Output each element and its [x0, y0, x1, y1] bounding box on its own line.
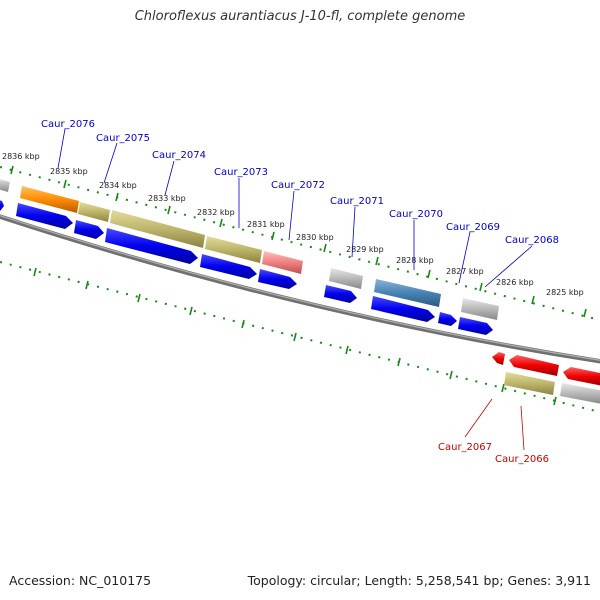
kbp-label: 2834 kbp	[99, 181, 137, 190]
gene-arrow-reverse[interactable]	[509, 355, 559, 376]
kbp-label: 2833 kbp	[148, 194, 186, 203]
inner-scale-track	[0, 261, 600, 413]
kbp-label: 2827 kbp	[446, 267, 484, 276]
map-title: Chloroflexus aurantiacus J-10-fl, comple…	[134, 9, 466, 24]
forward-gene-arrows	[0, 199, 493, 335]
gene-arrow-reverse[interactable]	[492, 352, 505, 365]
gene-feature-pink[interactable]	[262, 251, 303, 274]
gene-feature-gray[interactable]	[560, 383, 600, 404]
leader-line	[164, 160, 175, 196]
gene-label-caur-2067[interactable]: Caur_2067	[438, 442, 492, 453]
gene-label-caur-2072[interactable]: Caur_2072	[271, 180, 325, 191]
gene-arrow[interactable]	[371, 296, 435, 322]
gene-feature-gray[interactable]	[0, 178, 10, 192]
gene-label-caur-2069[interactable]: Caur_2069	[446, 222, 500, 233]
leader-line	[458, 231, 471, 284]
reverse-features	[492, 352, 600, 404]
gene-feature-olive[interactable]	[205, 236, 262, 263]
outer-major-ticks	[10, 165, 587, 318]
gene-feature-steelblue[interactable]	[374, 279, 441, 307]
leader-line	[464, 398, 493, 438]
gene-arrow[interactable]	[458, 317, 493, 335]
leader-line	[351, 206, 356, 258]
gene-label-caur-2073[interactable]: Caur_2073	[214, 167, 268, 178]
leader-line	[520, 405, 525, 451]
gene-arrow[interactable]	[258, 269, 297, 289]
kbp-label: 2835 kbp	[50, 167, 88, 176]
leader-line	[288, 190, 295, 241]
gene-arrow[interactable]	[74, 220, 104, 239]
kbp-label: 2825 kbp	[546, 288, 584, 297]
kbp-label: 2836 kbp	[2, 152, 40, 161]
kbp-label: 2832 kbp	[197, 208, 235, 217]
gene-feature-olive[interactable]	[504, 372, 555, 395]
leader-line	[484, 245, 533, 288]
gene-label-caur-2075[interactable]: Caur_2075	[96, 133, 150, 144]
leader-line	[57, 128, 66, 169]
kbp-label: 2829 kbp	[346, 245, 384, 254]
topology-text: Topology: circular; Length: 5,258,541 bp…	[247, 573, 591, 588]
forward-gene-labels: Caur_2076 Caur_2075 Caur_2074 Caur_2073 …	[41, 119, 559, 288]
gene-arrow-reverse[interactable]	[563, 367, 600, 386]
gene-label-caur-2071[interactable]: Caur_2071	[330, 196, 384, 207]
gene-feature-olive[interactable]	[78, 202, 110, 222]
kbp-label: 2831 kbp	[247, 220, 285, 229]
gene-arrow[interactable]	[0, 199, 4, 211]
gene-label-caur-2068[interactable]: Caur_2068	[505, 235, 559, 246]
gene-arrow[interactable]	[438, 312, 457, 326]
kbp-label: 2826 kbp	[496, 278, 534, 287]
leader-line	[103, 142, 118, 184]
inner-major-ticks	[33, 267, 557, 406]
gene-label-caur-2076[interactable]: Caur_2076	[41, 119, 95, 130]
kbp-label: 2830 kbp	[296, 233, 334, 242]
chromosome-backbone	[0, 214, 600, 364]
gene-label-caur-2074[interactable]: Caur_2074	[152, 150, 206, 161]
gene-feature-olive[interactable]	[110, 210, 205, 248]
gene-arrow[interactable]	[200, 254, 257, 279]
gene-arrow[interactable]	[16, 203, 73, 229]
gene-feature-gray[interactable]	[329, 268, 363, 289]
accession-text: Accession: NC_010175	[9, 573, 152, 588]
kbp-labels: 2836 kbp 2835 kbp 2834 kbp 2833 kbp 2832…	[2, 152, 584, 297]
gene-feature-gray[interactable]	[461, 298, 499, 320]
gene-arrow[interactable]	[105, 228, 198, 264]
gene-arrow[interactable]	[324, 285, 357, 303]
kbp-label: 2828 kbp	[396, 256, 434, 265]
gene-feature-orange[interactable]	[20, 186, 79, 213]
gene-label-caur-2070[interactable]: Caur_2070	[389, 209, 443, 220]
reverse-gene-labels: Caur_2067 Caur_2066	[438, 398, 549, 465]
upper-feature-lane	[0, 178, 499, 320]
gene-label-caur-2066[interactable]: Caur_2066	[495, 454, 549, 465]
